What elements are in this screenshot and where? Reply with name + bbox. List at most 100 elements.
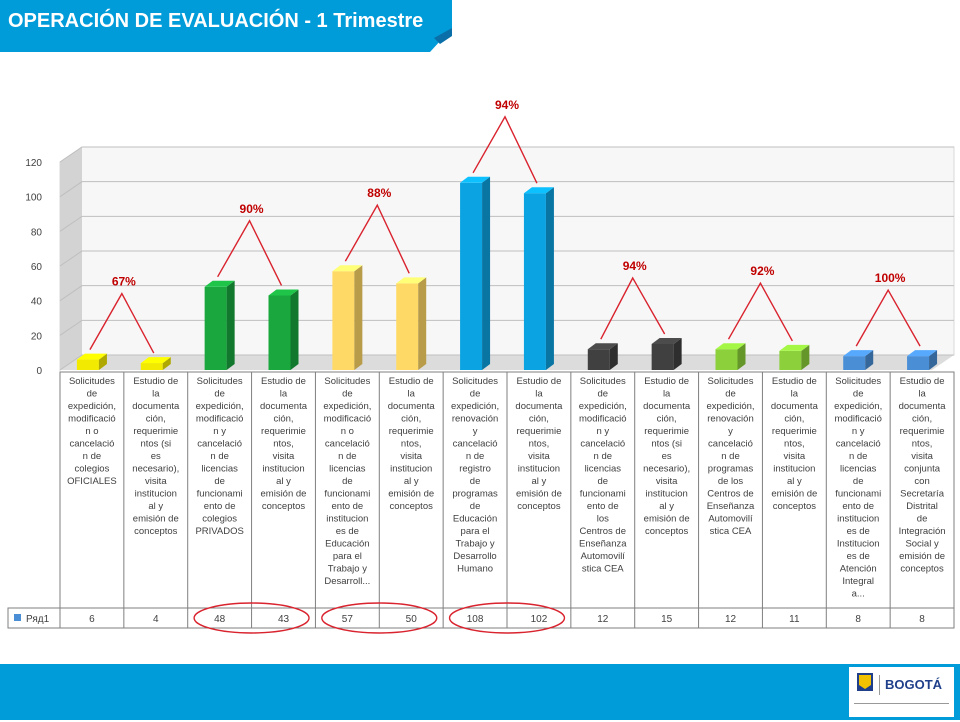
category-label: Solicitudes de expedición, renovación y cance… xyxy=(706,376,755,537)
bar-top xyxy=(715,343,746,350)
data-table-value: 102 xyxy=(531,614,548,625)
category-label: Solicitudes de expedición, modificació n o ca… xyxy=(323,376,371,587)
bar-front xyxy=(460,182,483,370)
bar-front xyxy=(907,356,930,370)
annotation-caret xyxy=(344,203,410,274)
bar-side xyxy=(545,187,554,370)
bar-side xyxy=(482,176,491,370)
annotation-caret xyxy=(600,276,666,340)
category-label: Solicitudes de expedición, modificació n y ca… xyxy=(834,376,882,600)
y-tick-label: 80 xyxy=(31,227,43,238)
data-table-value: 12 xyxy=(725,614,737,625)
bar-front xyxy=(779,350,802,370)
category-label: Estudio de la documenta ción, requerimie ntos… xyxy=(132,376,180,537)
bar-top xyxy=(779,344,810,351)
category-label: Solicitudes de expedición, modificació n y ca… xyxy=(579,376,628,575)
data-table-value: 8 xyxy=(855,614,861,625)
percent-annotation: 94% xyxy=(623,259,647,273)
category-label: Solicitudes de expedición, renovación y cance… xyxy=(451,376,499,575)
bar-side xyxy=(673,338,682,370)
bar-3 xyxy=(204,280,235,370)
bar-side xyxy=(929,350,938,370)
data-table-value: 11 xyxy=(789,614,800,625)
bar-front xyxy=(204,286,227,370)
bar-front xyxy=(268,295,291,370)
legend-swatch xyxy=(14,614,21,621)
bar-top xyxy=(843,350,874,357)
bar-side xyxy=(801,344,810,370)
y-tick-label: 120 xyxy=(25,158,42,169)
bar-9 xyxy=(587,343,618,370)
bar-top xyxy=(396,277,427,284)
bar-top xyxy=(651,338,682,344)
category-label: Solicitudes de expedición, modificació n y ca… xyxy=(195,376,243,537)
percent-annotation: 100% xyxy=(875,271,906,285)
bar-front xyxy=(140,363,163,370)
bar-8 xyxy=(523,187,554,370)
chart-back-wall xyxy=(59,146,955,371)
value-highlight-circle xyxy=(321,602,438,634)
footer-bar xyxy=(0,664,960,720)
category-label: Estudio de la documenta ción, requerimie ntos… xyxy=(643,376,691,537)
gridline xyxy=(59,215,954,232)
category-label: Solicitudes de expedición, modificació n o ca… xyxy=(67,376,117,487)
legend-label: Ряд1 xyxy=(26,614,50,625)
title-corner-shape xyxy=(430,28,452,52)
bar-5 xyxy=(332,265,363,370)
y-tick-label: 60 xyxy=(31,262,43,273)
y-tick-label: 100 xyxy=(25,193,42,204)
bar-13 xyxy=(843,350,874,370)
data-table-value: 50 xyxy=(406,614,418,625)
data-table-value: 43 xyxy=(278,614,290,625)
category-label: Estudio de la documenta ción, requerimie ntos… xyxy=(388,376,436,512)
bar-11 xyxy=(715,343,746,370)
bar-14 xyxy=(907,350,938,370)
data-table-value: 48 xyxy=(214,614,226,625)
bar-side xyxy=(737,343,746,370)
title-bar: OPERACIÓN DE EVALUACIÓN - 1 Trimestre xyxy=(0,0,452,52)
bar-top xyxy=(523,187,554,194)
logo-secretaria-educacion: BOGOTÁ xyxy=(849,667,954,717)
bar-side xyxy=(226,280,235,370)
data-table-value: 15 xyxy=(661,614,673,625)
value-highlight-circle xyxy=(193,602,310,634)
category-label: Estudio de la documenta ción, requerimie ntos… xyxy=(515,376,563,512)
value-highlight-circle xyxy=(448,602,566,634)
data-table-value: 4 xyxy=(153,614,159,625)
percent-annotation: 92% xyxy=(750,264,774,278)
bar-side xyxy=(98,353,107,370)
bar-chart: 0 20 40 60 80 100 120 Ряд1 6 Solicitudes de expedic… xyxy=(7,98,955,634)
bar-front xyxy=(651,344,674,370)
bar-7 xyxy=(460,176,491,370)
category-label: Estudio de la documenta ción, requerimie ntos… xyxy=(899,376,947,575)
bar-12 xyxy=(779,344,810,370)
gridline xyxy=(59,319,954,336)
bar-top xyxy=(460,176,491,183)
bar-front xyxy=(396,283,419,370)
data-table-value: 8 xyxy=(919,614,925,625)
bar-4 xyxy=(268,289,299,370)
bar-10 xyxy=(651,338,682,370)
bar-front xyxy=(332,271,355,370)
bar-1 xyxy=(76,353,107,370)
bar-front xyxy=(843,356,866,370)
annotation-caret xyxy=(472,115,538,184)
bar-side xyxy=(162,357,171,370)
bar-top xyxy=(332,265,363,272)
y-tick-label: 20 xyxy=(31,331,43,342)
category-label: Estudio de la documenta ción, requerimie ntos… xyxy=(771,376,819,512)
gridline xyxy=(59,181,954,198)
annotation-caret xyxy=(727,281,793,342)
data-table-value: 6 xyxy=(89,614,95,625)
chart-floor xyxy=(60,355,954,370)
bar-front xyxy=(715,349,738,370)
data-table-value: 57 xyxy=(342,614,354,625)
bar-side xyxy=(865,350,874,370)
y-tick-label: 0 xyxy=(36,366,42,377)
category-label: Estudio de la documenta ción, requerimie ntos… xyxy=(260,376,308,512)
bar-front xyxy=(587,349,610,370)
data-table-value: 108 xyxy=(467,614,484,625)
gridline xyxy=(59,250,954,267)
y-tick-label: 40 xyxy=(31,297,43,308)
bar-top xyxy=(587,343,618,350)
